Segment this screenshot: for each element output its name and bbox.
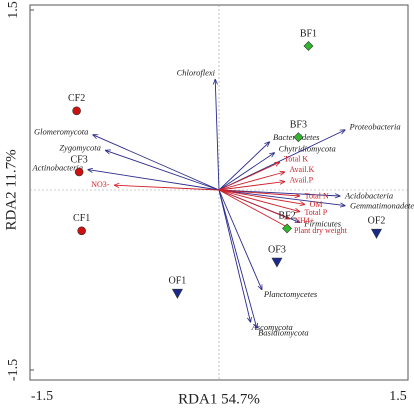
x-axis-label: RDA1 54.7% [178, 391, 260, 407]
arrow [218, 153, 274, 191]
sample-label: OF1 [169, 275, 187, 286]
arrow [218, 189, 290, 228]
y-tick-label: -1.5 [6, 359, 21, 381]
arrow [218, 142, 269, 191]
sample-label: OF3 [268, 244, 286, 255]
arrow-label: Glomeromycota [34, 126, 88, 136]
sample-point [293, 132, 304, 143]
sample-point [171, 288, 183, 299]
arrow [106, 150, 220, 191]
x-tick-label: 1.5 [389, 389, 407, 404]
arrow [218, 189, 300, 212]
sample-point [282, 223, 292, 234]
arrow [218, 189, 345, 206]
arrow-label: Acidobacteria [344, 190, 393, 200]
sample-label: CF2 [68, 93, 85, 104]
sample-point [77, 226, 86, 236]
arrow-label: Total K [284, 155, 308, 164]
sample-point [271, 257, 283, 268]
arrow [218, 189, 305, 204]
sample-point [370, 228, 383, 239]
arrow [218, 189, 257, 328]
arrow [218, 189, 300, 196]
arrow [93, 135, 220, 191]
arrow [218, 182, 285, 191]
arrow-label: Avail.P [289, 176, 313, 185]
x-tick-label: -1.5 [31, 389, 53, 404]
arrow-label: Planctomycetes [263, 289, 318, 299]
arrow [218, 162, 279, 191]
arrow [218, 189, 290, 219]
arrow-label: Proteobacteria [349, 121, 401, 131]
arrow-label: Total N [305, 191, 329, 200]
sample-point [74, 167, 84, 177]
arrow [88, 170, 220, 191]
arrow [218, 189, 251, 322]
arrow [218, 172, 285, 191]
sample-label: CF3 [71, 154, 88, 165]
arrow-label: Basidiomycota [258, 328, 309, 338]
arrow-label: Actinobacteria [32, 163, 84, 173]
sample-point [72, 106, 81, 116]
sample-label: BF2 [278, 211, 295, 222]
arrow-label: Firmicutes [303, 219, 342, 229]
arrow-label: Avail.K [289, 165, 314, 174]
arrow-label: Plant dry weight [294, 226, 348, 235]
arrow-label: Total P [304, 208, 327, 217]
arrow-label: Ascomycota [251, 322, 293, 332]
sample-point [303, 41, 314, 51]
arrow [215, 80, 220, 191]
arrow [114, 185, 220, 191]
arrow-label: Chloroflexi [177, 68, 216, 78]
arrow-label: NO3- [91, 180, 110, 189]
arrow-label: NH4+ [294, 216, 315, 225]
y-tick-label: 1.5 [6, 1, 21, 19]
sample-label: CF1 [73, 213, 90, 224]
arrow [218, 189, 340, 196]
y-axis-label: RDA2 11.7% [3, 149, 19, 230]
sample-label: BF1 [300, 28, 317, 39]
sample-label: BF3 [290, 119, 307, 130]
sample-label: OF2 [368, 215, 386, 226]
arrow-label: OM [310, 200, 323, 209]
arrow [218, 189, 262, 290]
arrow-label: Gemmatimonadetes [350, 200, 414, 210]
arrow-label: Zygomycota [59, 142, 101, 152]
